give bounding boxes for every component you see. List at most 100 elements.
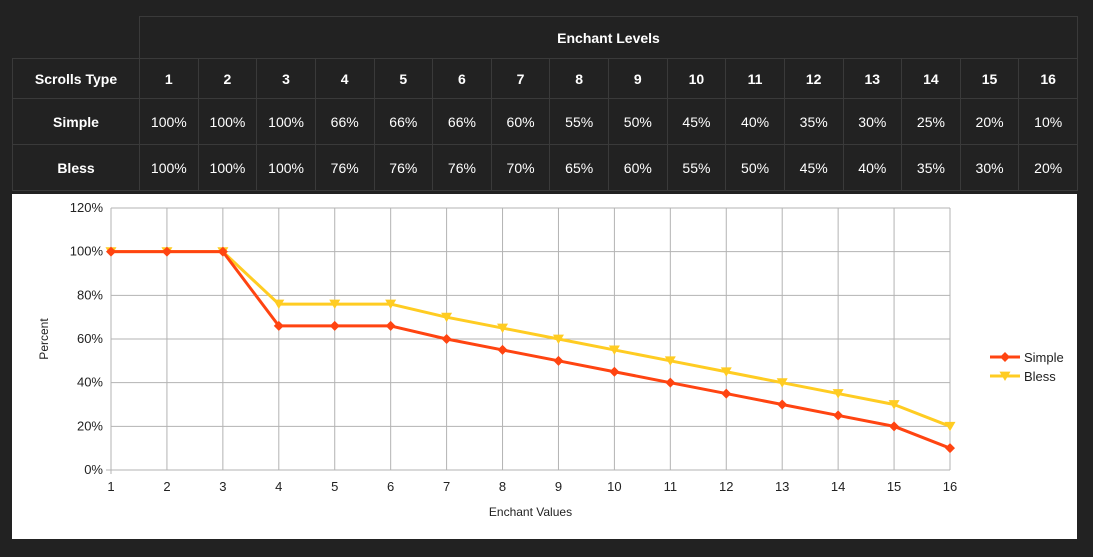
data-point-bless xyxy=(497,323,509,334)
data-point-bless xyxy=(776,378,788,388)
level-header: 3 xyxy=(256,58,316,99)
chart-panel: 0% 20% 40% 60% 80% 100% 120% 1 2 3 4 5 6 7 8 9 10 11 12 13 1… xyxy=(12,194,1077,539)
x-tick-label: 15 xyxy=(887,479,901,494)
data-point-simple xyxy=(273,320,284,331)
rate-cell: 10% xyxy=(1018,98,1078,145)
legend-marker-simple xyxy=(1000,352,1010,362)
x-axis-title: Enchant Values xyxy=(489,505,572,519)
level-header: 16 xyxy=(1018,58,1078,99)
x-tick-label: 16 xyxy=(943,479,957,494)
level-header: 4 xyxy=(314,58,375,99)
rate-cell: 76% xyxy=(314,144,375,191)
table-header-row: Scrolls Type 1 2 3 4 5 6 7 8 9 10 11 12 13 14 15 16 xyxy=(12,58,1078,99)
level-header: 8 xyxy=(549,58,609,99)
table-row-simple: Simple 100% 100% 100% 66% 66% 66% 60% 55% 50% 45%… xyxy=(12,98,1078,145)
rate-cell: 76% xyxy=(432,144,492,191)
rate-cell: 100% xyxy=(197,144,258,191)
line-chart: 0%20%40%60%80%100%120%1 2 3 4 5 6 7 8 9 10 11 12 13 1… xyxy=(37,200,1064,519)
rate-cell: 76% xyxy=(373,144,434,191)
level-header: 7 xyxy=(490,58,551,99)
data-point-bless xyxy=(944,421,956,432)
x-tick-label: 14 xyxy=(831,479,845,494)
level-header: 10 xyxy=(666,58,727,99)
enchant-rates-table: Enchant Levels Scrolls Type 1 2 3 4 5 6 7 8 9 10 1… xyxy=(12,16,1078,191)
data-point-bless xyxy=(441,312,453,323)
x-tick-label: 1 xyxy=(107,479,114,494)
x-tick-label: 4 xyxy=(275,479,282,494)
x-tick-label: 9 xyxy=(555,479,562,494)
y-tick-label: 80% xyxy=(77,287,103,302)
data-point-simple xyxy=(833,410,844,421)
level-header: 12 xyxy=(783,58,844,99)
rate-cell: 100% xyxy=(256,144,316,191)
level-header: 5 xyxy=(373,58,434,99)
series-line-simple xyxy=(111,250,951,450)
y-tick-label: 100% xyxy=(70,244,104,259)
legend-label-simple: Simple xyxy=(1024,350,1064,365)
x-tick-label: 13 xyxy=(775,479,789,494)
table-corner-blank xyxy=(13,17,140,59)
data-point-bless xyxy=(888,400,900,410)
level-header: 1 xyxy=(139,58,199,99)
enchant-levels-title: Enchant Levels xyxy=(139,16,1078,59)
rate-cell: 60% xyxy=(608,144,668,191)
row-label-simple: Simple xyxy=(12,98,140,145)
y-tick-label: 60% xyxy=(77,331,103,346)
level-header: 15 xyxy=(959,58,1020,99)
rate-cell: 66% xyxy=(373,98,434,145)
level-header: 2 xyxy=(197,58,258,99)
x-tick-label: 2 xyxy=(163,479,170,494)
data-point-bless xyxy=(552,334,564,344)
data-point-simple xyxy=(385,320,396,331)
rate-cell: 35% xyxy=(901,144,961,191)
rate-cell: 100% xyxy=(139,98,199,145)
data-point-bless xyxy=(720,367,732,377)
rate-cell: 35% xyxy=(783,98,844,145)
rate-cell: 40% xyxy=(725,98,785,145)
rate-cell: 25% xyxy=(901,98,961,145)
x-tick-label: 8 xyxy=(499,479,506,494)
legend-marker-bless xyxy=(999,371,1011,381)
series-line-bless xyxy=(111,250,951,428)
data-point-simple xyxy=(106,246,116,257)
data-point-simple xyxy=(889,421,900,432)
rate-cell: 30% xyxy=(842,98,903,145)
level-header: 9 xyxy=(608,58,668,99)
rate-cell: 100% xyxy=(197,98,258,145)
rate-cell: 20% xyxy=(959,98,1020,145)
level-header: 13 xyxy=(842,58,903,99)
y-tick-label: 120% xyxy=(70,200,104,215)
x-tick-label: 6 xyxy=(387,479,394,494)
level-header: 11 xyxy=(725,58,785,99)
rate-cell: 45% xyxy=(783,144,844,191)
y-tick-label: 20% xyxy=(77,418,103,433)
rate-cell: 50% xyxy=(608,98,668,145)
y-tick-label: 40% xyxy=(77,375,103,390)
rate-cell: 66% xyxy=(432,98,492,145)
data-point-bless xyxy=(664,356,676,366)
legend-label-bless: Bless xyxy=(1024,369,1056,384)
y-tick-label: 0% xyxy=(84,462,103,477)
scrolls-type-header: Scrolls Type xyxy=(12,58,140,99)
x-tick-label: 5 xyxy=(331,479,338,494)
rate-cell: 50% xyxy=(725,144,785,191)
rate-cell: 30% xyxy=(959,144,1020,191)
data-point-bless xyxy=(385,299,397,310)
table-title-row: Enchant Levels xyxy=(13,16,1078,59)
data-point-bless xyxy=(329,299,341,310)
level-header: 14 xyxy=(901,58,961,99)
table-row-bless: Bless 100% 100% 100% 76% 76% 76% 70% 65% 60% 55% 5… xyxy=(12,144,1078,191)
data-point-simple xyxy=(553,355,564,366)
data-point-bless xyxy=(832,389,844,399)
rate-cell: 55% xyxy=(549,98,609,145)
data-point-simple xyxy=(441,334,452,344)
rate-cell: 66% xyxy=(314,98,375,145)
rate-cell: 45% xyxy=(666,98,727,145)
data-point-simple xyxy=(161,246,172,257)
rate-cell: 60% xyxy=(490,98,551,145)
data-point-bless xyxy=(608,345,620,355)
rate-cell: 100% xyxy=(139,144,199,191)
data-point-bless xyxy=(273,299,285,310)
x-tick-label: 3 xyxy=(219,479,226,494)
